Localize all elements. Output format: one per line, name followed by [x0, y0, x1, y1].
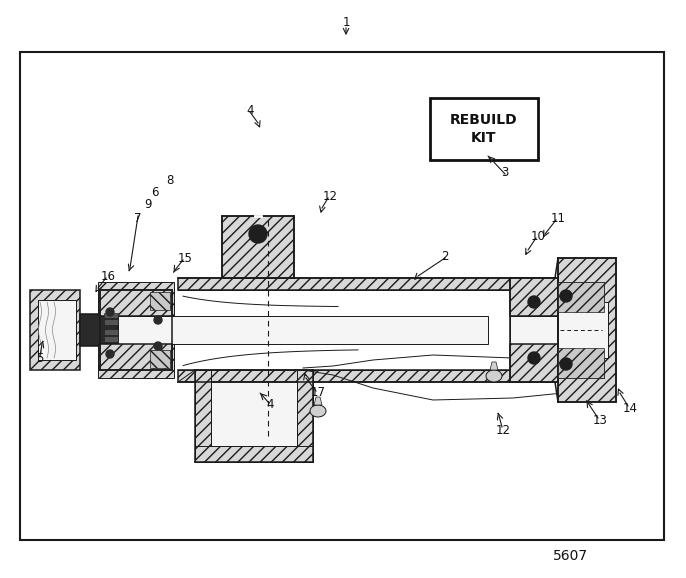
Text: 12: 12: [322, 190, 338, 202]
Text: 4: 4: [266, 398, 274, 410]
Text: 2: 2: [441, 250, 449, 262]
Bar: [100, 290, 172, 316]
Circle shape: [249, 225, 267, 243]
Text: 4: 4: [246, 103, 254, 117]
Text: 7: 7: [134, 212, 142, 224]
Bar: [20, 52, 664, 540]
Bar: [38, 300, 76, 360]
Bar: [30, 290, 80, 370]
Bar: [104, 329, 118, 335]
Bar: [195, 370, 211, 462]
Bar: [80, 314, 118, 346]
Text: 6: 6: [151, 186, 158, 198]
Circle shape: [560, 358, 572, 370]
Bar: [558, 258, 616, 402]
Polygon shape: [314, 397, 322, 405]
Bar: [195, 446, 313, 462]
Bar: [100, 344, 172, 370]
Bar: [510, 344, 558, 382]
Text: 11: 11: [550, 212, 565, 224]
Polygon shape: [310, 405, 326, 417]
Text: 15: 15: [178, 251, 193, 265]
Bar: [558, 282, 604, 312]
Text: REBUILD
KIT: REBUILD KIT: [450, 113, 518, 145]
Text: 5: 5: [36, 351, 44, 365]
Text: 16: 16: [101, 269, 115, 283]
Text: 9: 9: [144, 198, 152, 212]
Bar: [222, 216, 294, 278]
Text: 13: 13: [593, 413, 607, 427]
Bar: [104, 313, 118, 318]
Polygon shape: [486, 370, 502, 382]
Bar: [558, 302, 608, 358]
Text: 12: 12: [495, 424, 510, 436]
Bar: [178, 278, 555, 290]
Bar: [558, 348, 604, 378]
Text: 14: 14: [622, 402, 637, 414]
Bar: [510, 316, 558, 344]
Circle shape: [528, 296, 540, 308]
Bar: [558, 282, 604, 378]
Bar: [98, 282, 174, 316]
Circle shape: [154, 342, 162, 350]
Bar: [211, 370, 297, 446]
Bar: [98, 344, 174, 378]
Text: 1: 1: [342, 16, 350, 28]
Bar: [150, 350, 170, 368]
Bar: [178, 370, 555, 382]
Circle shape: [154, 316, 162, 324]
Circle shape: [560, 290, 572, 302]
Polygon shape: [490, 362, 498, 370]
Bar: [118, 316, 488, 344]
Bar: [150, 292, 170, 310]
Bar: [430, 98, 538, 160]
Circle shape: [106, 308, 114, 316]
Text: 3: 3: [501, 165, 509, 179]
Bar: [510, 278, 558, 316]
Bar: [104, 319, 118, 325]
Text: 5607: 5607: [552, 549, 588, 563]
Text: 8: 8: [166, 173, 174, 187]
Text: 17: 17: [311, 387, 325, 399]
Circle shape: [106, 350, 114, 358]
Bar: [104, 336, 118, 342]
Bar: [297, 370, 313, 462]
Text: 10: 10: [530, 229, 545, 243]
Circle shape: [528, 352, 540, 364]
